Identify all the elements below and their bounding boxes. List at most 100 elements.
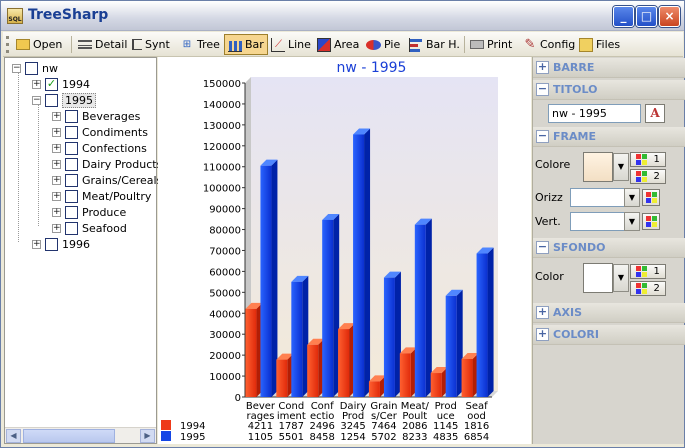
section-barre[interactable]: + BARRE (533, 58, 685, 78)
expand-icon[interactable]: + (52, 206, 61, 217)
y-tick-label: 80000 (209, 226, 241, 237)
expand-icon[interactable]: + (52, 174, 61, 185)
collapse-icon[interactable]: − (536, 82, 549, 96)
legend-swatch (161, 420, 171, 430)
section-sfondo[interactable]: − SFONDO (533, 238, 685, 258)
title-input[interactable]: nw - 1995 (548, 104, 641, 123)
synt-button[interactable]: Synt (129, 34, 173, 55)
collapse-icon[interactable]: − (536, 240, 549, 254)
tree-checkbox[interactable] (25, 61, 38, 75)
tree-checkbox[interactable] (65, 157, 78, 171)
expand-icon[interactable]: + (52, 158, 61, 169)
tree-node-category[interactable]: + Meat/Poultry (52, 189, 152, 203)
vert-select[interactable] (570, 212, 626, 231)
tree-node-year[interactable]: + ✓ 1994 (32, 76, 90, 91)
chart-title: nw - 1995 (337, 60, 407, 76)
orizz-select[interactable] (570, 188, 626, 207)
expand-icon[interactable]: + (52, 222, 61, 233)
tree-node-year[interactable]: +1996 (32, 237, 90, 251)
legend-label: 1995 (180, 432, 205, 443)
expand-icon[interactable]: + (32, 238, 41, 249)
tree-checkbox[interactable] (45, 237, 58, 251)
tree-node-category[interactable]: + Dairy Products (52, 157, 163, 171)
tree-node-category[interactable]: + Condiments (52, 125, 148, 139)
tree-checkbox[interactable] (65, 109, 78, 123)
section-axis[interactable]: + AXIS (533, 303, 685, 323)
open-button[interactable]: Open (13, 34, 65, 55)
config-button[interactable]: ✎ Config (524, 36, 576, 52)
palette-button-2[interactable]: 2 (630, 281, 666, 296)
bar-h-button[interactable]: Bar H. (406, 34, 463, 55)
bar-button[interactable]: Bar (224, 34, 268, 55)
palette-button-1[interactable]: 1 (630, 264, 666, 279)
expand-icon[interactable]: + (52, 142, 61, 153)
expand-icon[interactable]: + (536, 327, 549, 341)
tree-node-category[interactable]: + Produce (52, 205, 127, 219)
tree-node-category[interactable]: + Seafood (52, 221, 127, 235)
data-label: 1105 (248, 432, 273, 443)
tree-checkbox[interactable] (65, 221, 78, 235)
scroll-right-icon[interactable]: ▶ (140, 429, 155, 443)
tree-checkbox[interactable] (65, 205, 78, 219)
tree-checkbox[interactable] (45, 93, 58, 107)
bar-top (307, 338, 325, 345)
bar (338, 329, 350, 397)
font-icon[interactable]: A (645, 104, 665, 123)
frame-color-swatch[interactable] (583, 152, 613, 182)
tree-checkbox[interactable] (65, 173, 78, 187)
x-tick-label: uce (437, 411, 455, 422)
y-tick-label: 20000 (209, 351, 241, 362)
bar (291, 281, 303, 397)
scroll-thumb[interactable] (23, 429, 115, 443)
horizontal-scrollbar[interactable]: ◀ ▶ (5, 427, 156, 443)
minimize-button[interactable]: _ (613, 6, 634, 27)
tree-view[interactable]: − nw + ✓ 1994 −1995 + Beverages + Condiments … (4, 57, 162, 444)
collapse-icon[interactable]: − (12, 62, 21, 73)
palette-button[interactable] (642, 213, 660, 230)
tree-checkbox[interactable] (65, 141, 78, 155)
tree-checkbox[interactable] (65, 125, 78, 139)
tree-checkbox[interactable] (65, 189, 78, 203)
files-icon (579, 37, 593, 52)
files-button[interactable]: Files (576, 34, 623, 55)
toolbar-grip[interactable] (6, 36, 9, 53)
dropdown-arrow-icon[interactable]: ▼ (613, 153, 629, 181)
tree-node-category[interactable]: + Grains/Cereals (52, 173, 163, 187)
tree-button[interactable]: ⊞ Tree (177, 34, 223, 55)
collapse-icon[interactable]: − (32, 94, 41, 105)
tree-node-category[interactable]: + Confections (52, 141, 147, 155)
tree-node-year-selected[interactable]: −1995 (32, 92, 96, 108)
palette-button-1[interactable]: 1 (630, 152, 666, 167)
print-button[interactable]: Print (467, 34, 515, 55)
section-colori[interactable]: + COLORI (533, 325, 685, 345)
x-tick-label: Poult (402, 411, 427, 422)
dropdown-arrow-icon[interactable]: ▼ (613, 264, 629, 292)
expand-icon[interactable]: + (52, 190, 61, 201)
detail-button[interactable]: Detail (75, 34, 130, 55)
bar-side (271, 159, 278, 397)
bar-top (368, 375, 386, 382)
tree-checkbox-checked[interactable]: ✓ (45, 76, 58, 91)
expand-icon[interactable]: + (536, 60, 549, 74)
dropdown-arrow-icon[interactable]: ▼ (624, 188, 640, 207)
palette-button-2[interactable]: 2 (630, 169, 666, 184)
close-button[interactable]: × (659, 6, 680, 27)
palette-button[interactable] (642, 189, 660, 206)
pie-button[interactable]: Pie (363, 34, 403, 55)
line-button[interactable]: ⟋ Line (268, 34, 314, 55)
area-button[interactable]: Area (314, 34, 362, 55)
dropdown-arrow-icon[interactable]: ▼ (624, 212, 640, 231)
scroll-left-icon[interactable]: ◀ (6, 429, 21, 443)
expand-icon[interactable]: + (32, 78, 41, 89)
tree-node-category[interactable]: + Beverages (52, 109, 141, 123)
tree-node-root[interactable]: − nw (12, 61, 58, 75)
maximize-button[interactable]: □ (636, 6, 657, 27)
toolbar: Open Detail Synt ⊞ Tree Bar ⟋ Line Area Pi… (3, 32, 683, 57)
expand-icon[interactable]: + (52, 110, 61, 121)
collapse-icon[interactable]: − (536, 129, 549, 143)
section-frame[interactable]: − FRAME (533, 127, 685, 147)
section-titolo[interactable]: − TITOLO (533, 80, 685, 100)
expand-icon[interactable]: + (536, 305, 549, 319)
expand-icon[interactable]: + (52, 126, 61, 137)
background-color-swatch[interactable] (583, 263, 613, 293)
